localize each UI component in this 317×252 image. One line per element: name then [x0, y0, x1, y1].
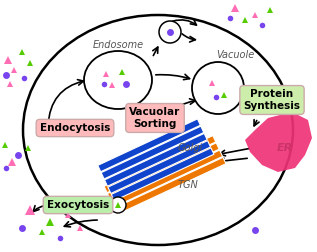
Polygon shape — [105, 133, 207, 186]
Polygon shape — [98, 119, 200, 172]
Polygon shape — [114, 157, 226, 214]
Polygon shape — [101, 126, 204, 179]
Text: Endosome: Endosome — [93, 40, 144, 50]
Polygon shape — [111, 148, 214, 201]
Polygon shape — [104, 136, 216, 193]
Text: Vacuole: Vacuole — [216, 50, 254, 60]
Text: TGN: TGN — [178, 180, 199, 190]
Polygon shape — [111, 150, 223, 207]
Ellipse shape — [110, 197, 126, 213]
Text: ER: ER — [277, 143, 293, 153]
Ellipse shape — [159, 21, 181, 43]
Polygon shape — [108, 141, 210, 194]
Text: Exocytosis: Exocytosis — [47, 200, 109, 210]
Ellipse shape — [84, 51, 152, 109]
Text: Vacuolar
Sorting: Vacuolar Sorting — [129, 107, 181, 129]
Polygon shape — [245, 112, 312, 172]
Text: Golgi: Golgi — [178, 143, 203, 153]
Text: Endocytosis: Endocytosis — [40, 123, 110, 133]
Text: Protein
Synthesis: Protein Synthesis — [243, 89, 301, 111]
Polygon shape — [107, 143, 219, 200]
Ellipse shape — [192, 62, 244, 114]
